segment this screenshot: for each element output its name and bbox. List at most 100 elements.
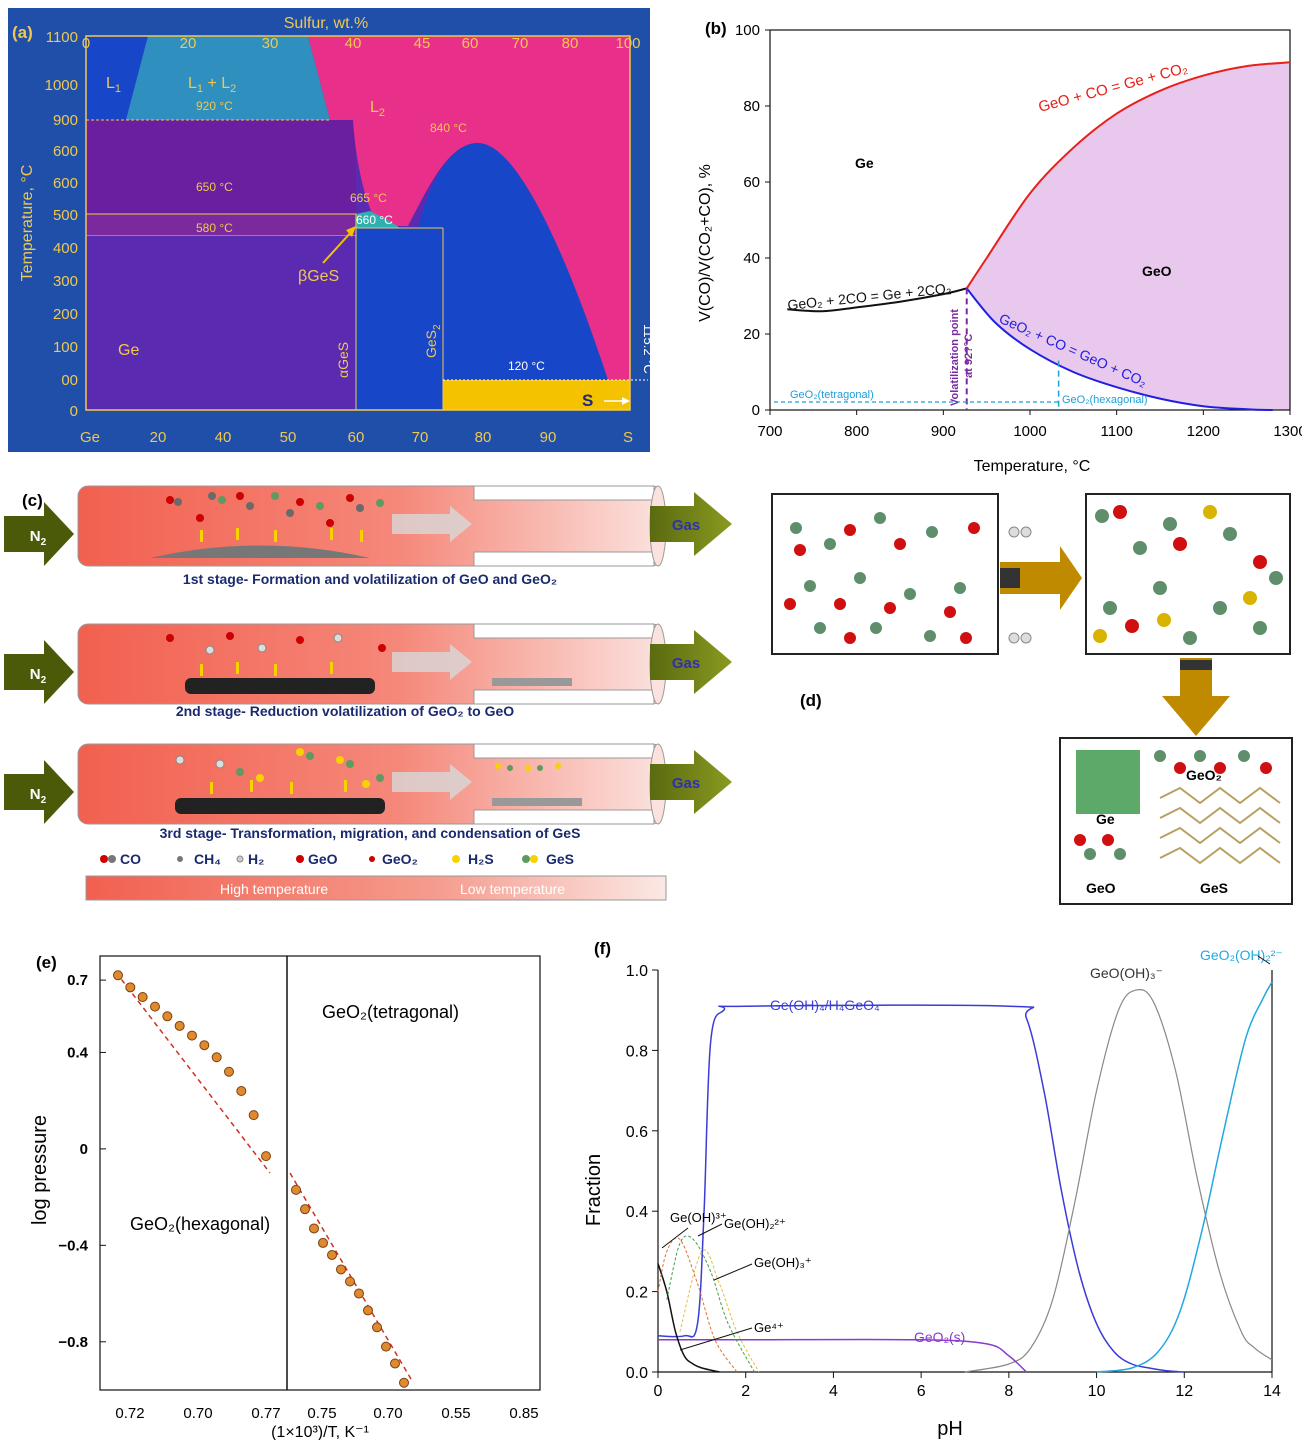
- stage-1-caption: 1st stage- Formation and volatilization …: [183, 571, 557, 587]
- y-tick-label: −0.8: [58, 1334, 88, 1351]
- species-geoh3plus-label: Ge(OH)₃⁺: [754, 1255, 812, 1270]
- product-ges-label: GeS: [1200, 880, 1228, 896]
- temp-580: 580 °C: [196, 221, 233, 235]
- hexagonal-point: [261, 1151, 271, 1162]
- volatilization-label-2: at 92?°C: [963, 334, 975, 378]
- molecular-schematic-svg: (d) Ge GeO₂ GeO GeS: [771, 493, 1293, 905]
- high-temp-label: High temperature: [220, 881, 328, 897]
- reaction-black-label: GeO₂ + 2CO = Ge + 2CO₂: [787, 280, 952, 313]
- phase-diagram-svg: 0 20 30 40 45 60 70 80 100 Sulfur, wt.% …: [8, 8, 656, 452]
- sulfide-molecules: [1093, 505, 1283, 645]
- x-tick-label: 6: [917, 1383, 926, 1400]
- x-tick-label: 1200: [1187, 423, 1220, 440]
- x-axis-title: pH: [937, 1418, 963, 1440]
- label-sulfur: S: [582, 391, 593, 410]
- series-blue-line: [965, 287, 1273, 411]
- gas-label: Gas: [672, 775, 700, 792]
- hexagonal-point: [137, 991, 148, 1002]
- panel-f-speciation-chart: (f) 0 2 4 6 8 10 12 14 0.0 0.2 0.4 0.6 0.8 1.0 Ge(OH)…: [570, 930, 1302, 1440]
- axes: 0 2 4 6 8 10 12 14 0.0 0.2 0.4 0.6 0.8 1.0: [626, 963, 1281, 1400]
- tetragonal-point: [300, 1204, 310, 1215]
- tetragonal-point: [372, 1322, 382, 1333]
- hexagonal-point: [248, 1110, 259, 1121]
- hexagonal-point: [236, 1086, 247, 1097]
- bottom-tick: S: [623, 429, 633, 446]
- legend-ges: GeS: [546, 851, 574, 867]
- legend-h2: H₂: [248, 851, 264, 867]
- panel-label: (c): [22, 491, 43, 510]
- sample-bed: [150, 545, 370, 558]
- y-tick-label: 0: [80, 1141, 88, 1158]
- hexagonal-label: GeO₂(hexagonal): [1062, 394, 1148, 406]
- tetragonal-point: [327, 1249, 337, 1260]
- x-tick-label: 900: [931, 423, 956, 440]
- geo-region-label: GeO: [1142, 263, 1172, 279]
- product-geo2-label: GeO₂: [1186, 767, 1222, 783]
- gas-label: Gas: [672, 655, 700, 672]
- y-tick-label: 60: [743, 174, 760, 191]
- n2-inlet-arrow-1: [4, 502, 74, 566]
- top-tick: 30: [262, 35, 279, 52]
- series-geoh22p-line: [666, 1235, 755, 1373]
- series-lines: [787, 61, 1291, 411]
- tetragonal-point: [345, 1276, 355, 1287]
- ge-region-label: Ge: [855, 155, 874, 171]
- gas-label: Gas: [672, 517, 700, 534]
- series-geoh4-line: [657, 1004, 1185, 1373]
- y-axis-title: Temperature, °C: [19, 165, 36, 282]
- top-tick: 70: [512, 35, 529, 52]
- x-tick-label: 1100: [1101, 423, 1133, 440]
- x-tick-label: 800: [844, 423, 869, 440]
- y-tick-label: 100: [735, 22, 760, 39]
- bottom-tick: 70: [412, 429, 429, 446]
- temp-660: 660 °C: [356, 213, 393, 227]
- y-tick-label: 0.0: [626, 1365, 648, 1382]
- x-tick-label: 4: [829, 1383, 838, 1400]
- vapor-pressure-svg: (e) 0.7 0.4 0 −0.4 −0.8 0.72 0.70 0.77 0.75 …: [29, 953, 541, 1441]
- panel-label: (d): [800, 691, 822, 710]
- label-beta-ges: βGeS: [298, 268, 339, 285]
- stage-3-caption: 3rd stage- Transformation, migration, an…: [160, 825, 581, 841]
- plot-frame: [99, 955, 541, 1391]
- top-tick: 100: [615, 35, 640, 52]
- stage-3-tube: [77, 743, 667, 825]
- label-l1-l2: L1 + L2: [188, 75, 236, 95]
- x-tick: 0.77: [251, 1405, 280, 1422]
- x-tick-label: 10: [1088, 1383, 1106, 1400]
- arrow-right: [1000, 546, 1082, 610]
- y-tick-label: 0.7: [67, 972, 88, 989]
- bottom-tick: 20: [150, 429, 167, 446]
- y-tick: 0: [70, 403, 78, 420]
- species-ge4-label: Ge⁴⁺: [754, 1320, 784, 1335]
- tetragonal-label: GeO₂(tetragonal): [790, 389, 874, 401]
- series-black-line: [787, 287, 967, 313]
- x-tick-label: 700: [757, 423, 782, 440]
- x-tick: 0.55: [441, 1405, 470, 1422]
- molecule-legend: CO CH₄ H₂ GeO GeO₂ H₂S GeS: [100, 851, 574, 867]
- product-ge-label: Ge: [1096, 811, 1115, 827]
- hexagonal-point: [224, 1066, 234, 1077]
- n2-inlet-arrow-2: [4, 640, 74, 704]
- series-geo2s-line: [658, 1338, 1027, 1373]
- series-geoh3plus-line: [679, 1249, 760, 1373]
- temp-665: 665 °C: [350, 191, 387, 205]
- left-axis-ticks: 1100 1000 900 600 600 500 400 300 200 10…: [45, 29, 78, 420]
- y-tick: 400: [53, 240, 78, 257]
- series-ge4-line: [657, 1263, 720, 1373]
- region-l1: [86, 36, 148, 120]
- y-tick-label: 1.0: [626, 963, 648, 980]
- tetragonal-point: [291, 1184, 301, 1195]
- x-tick-label: 1000: [1013, 423, 1046, 440]
- arrow-down: [1162, 658, 1230, 736]
- panel-c-process-schematic: (c) N2 Gas 1st stage- Formation and vola…: [0, 478, 740, 908]
- x-tick: 0.75: [307, 1405, 336, 1422]
- series-lines: [657, 981, 1273, 1373]
- y-tick-label: 0.4: [67, 1044, 89, 1061]
- y-tick: 900: [53, 112, 78, 129]
- gas-outlet-arrow-3: [650, 750, 732, 814]
- hexagonal-point: [150, 1001, 160, 1012]
- hexagonal-point: [113, 970, 123, 981]
- n2-label: N2: [30, 528, 47, 548]
